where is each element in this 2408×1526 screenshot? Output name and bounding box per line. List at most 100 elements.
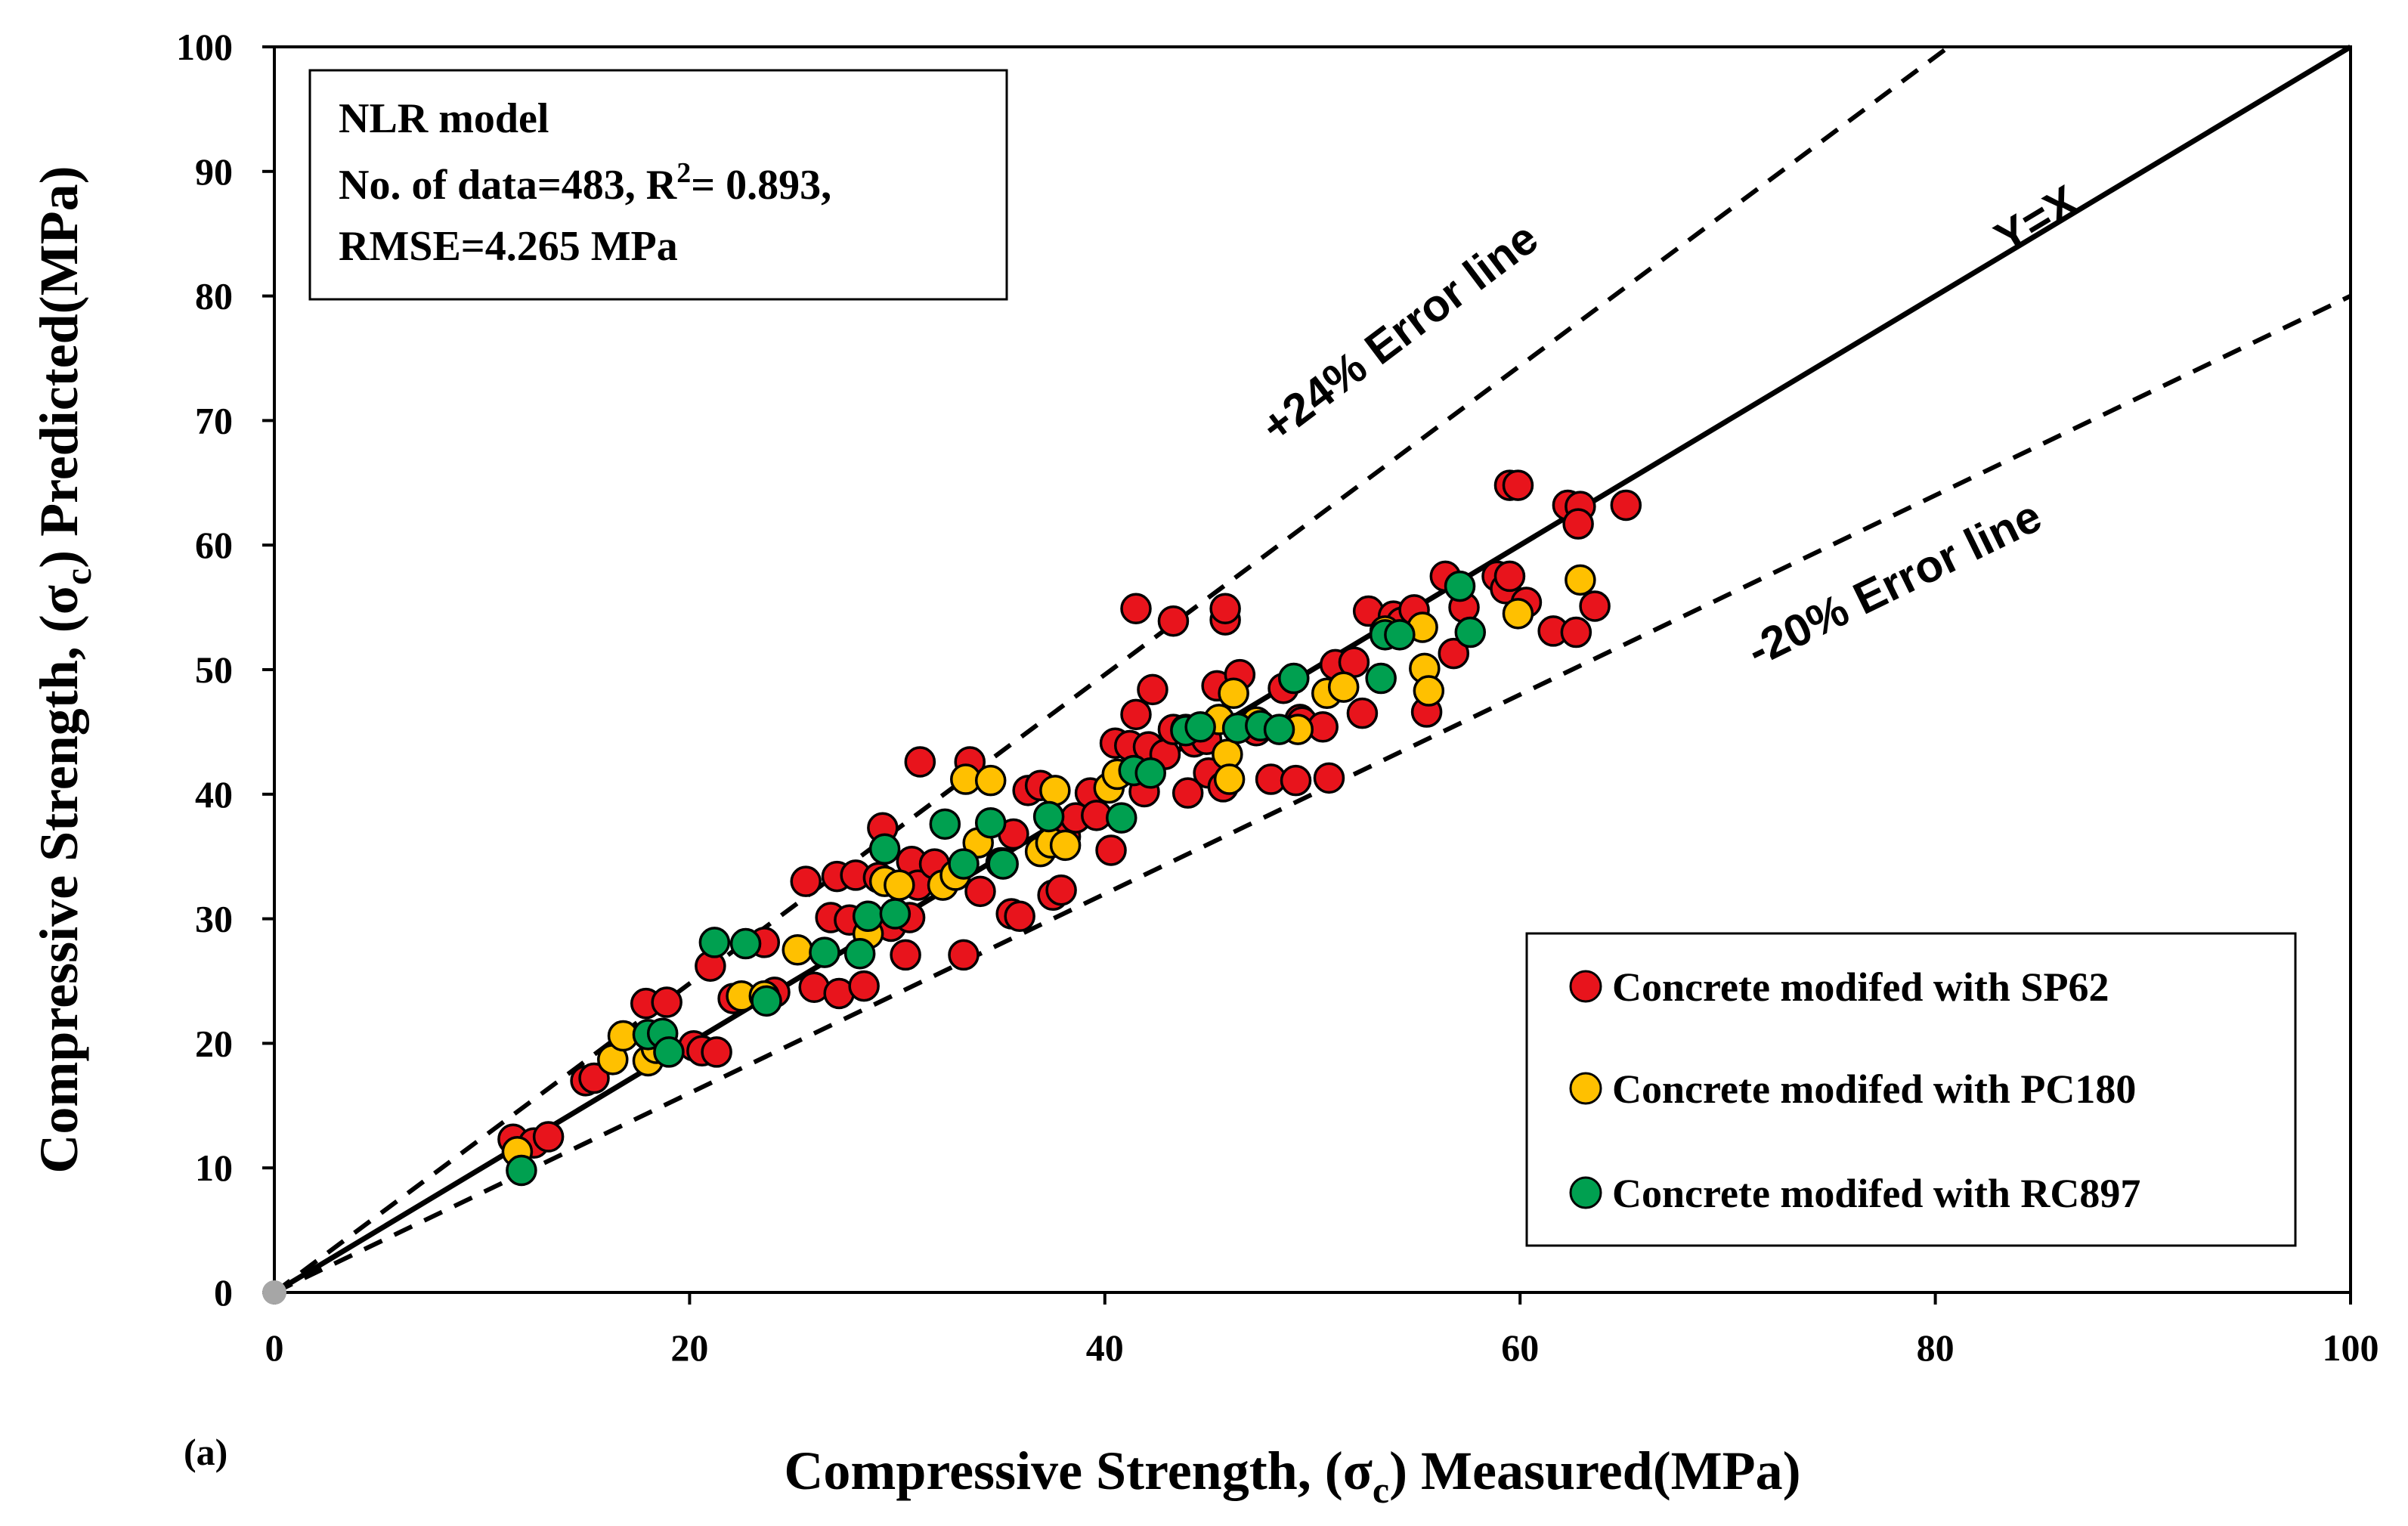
y-tick-label: 100	[176, 26, 233, 68]
x-tick-label: 60	[1501, 1326, 1539, 1369]
point-pc180	[1565, 564, 1596, 596]
point-rc897	[868, 833, 901, 865]
point-pc180	[1502, 598, 1534, 630]
y-tick-label: 0	[214, 1271, 233, 1314]
reference-lines	[273, 44, 2352, 1295]
axis-ticks: 0 20 40 60 80 100 0 10 20 30 40 50 60 70 80 90 100	[176, 26, 2379, 1369]
legend: Concrete modifed with SP62 Concrete modi…	[1525, 932, 2297, 1247]
y-tick-label: 10	[195, 1147, 233, 1189]
y-tick-label: 40	[195, 773, 233, 816]
point-sp62	[578, 1062, 610, 1094]
point-sp62	[890, 939, 921, 971]
y-tick-label: 50	[195, 648, 233, 691]
y-tick-label: 60	[195, 524, 233, 566]
point-sp62	[1137, 673, 1168, 706]
info-box-frame	[308, 69, 1008, 301]
point-rc897	[1134, 757, 1166, 789]
legend-label-pc180: Concrete modifed with PC180	[1612, 1066, 2136, 1112]
info-rmse: RMSE=4.265 MPa	[339, 223, 678, 270]
point-rc897	[1444, 570, 1476, 602]
point-sp62	[964, 875, 996, 908]
point-sp62	[1313, 762, 1345, 794]
point-sp62	[532, 1121, 565, 1153]
point-sp62	[1560, 616, 1592, 648]
point-pc180	[1213, 763, 1246, 795]
point-rc897	[852, 900, 884, 933]
origin-point	[262, 1280, 286, 1305]
y-tick-label: 20	[195, 1022, 233, 1064]
y-tick-label: 30	[195, 898, 233, 940]
point-rc897	[929, 808, 961, 840]
point-rc897	[843, 937, 876, 970]
point-sp62	[1610, 489, 1642, 522]
point-rc897	[809, 936, 840, 968]
point-sp62	[1502, 469, 1534, 501]
point-sp62	[1172, 777, 1204, 809]
plus-24-error-line-label: +24% Error line	[1252, 212, 1547, 452]
x-tick-label: 0	[265, 1326, 284, 1369]
point-sp62	[1209, 593, 1241, 624]
point-sp62	[1095, 834, 1127, 866]
legend-marker-pc180	[1569, 1072, 1602, 1105]
panel-label: (a)	[184, 1431, 227, 1473]
point-rc897	[1365, 662, 1397, 695]
minus-20-error-line-label: -20% Error line	[1739, 491, 2049, 676]
point-rc897	[1278, 662, 1310, 695]
point-rc897	[751, 985, 782, 1017]
point-rc897	[1032, 800, 1065, 833]
y-tick-label: 90	[195, 150, 233, 193]
data-points	[262, 469, 1642, 1305]
x-tick-label: 100	[2323, 1326, 2379, 1369]
point-pc180	[1218, 677, 1249, 710]
y-equals-x-label: Y=X	[1986, 175, 2087, 264]
point-rc897	[653, 1036, 685, 1068]
point-rc897	[879, 898, 912, 930]
point-sp62	[948, 939, 980, 971]
point-sp62	[1120, 593, 1152, 624]
legend-marker-sp62	[1569, 970, 1602, 1003]
point-sp62	[1120, 698, 1152, 731]
point-rc897	[974, 806, 1007, 839]
info-model-name: NLR model	[339, 95, 549, 142]
point-sp62	[1045, 874, 1077, 906]
point-pc180	[1413, 675, 1445, 707]
point-pc180	[1049, 829, 1082, 862]
point-rc897	[1384, 619, 1416, 651]
info-box: NLR model No. of data=483, R2= 0.893, RM…	[308, 69, 1008, 301]
legend-marker-rc897	[1569, 1176, 1602, 1209]
point-sp62	[790, 865, 822, 897]
point-rc897	[1263, 713, 1295, 745]
x-axis-title: Compressive Strength, (σc) Measured(MPa)	[784, 1441, 1800, 1511]
point-sp62	[1438, 637, 1470, 670]
point-rc897	[729, 927, 762, 960]
point-sp62	[701, 1036, 732, 1068]
legend-frame	[1525, 932, 2297, 1247]
point-sp62	[904, 746, 936, 778]
legend-label-sp62: Concrete modifed with SP62	[1612, 964, 2109, 1010]
point-sp62	[651, 986, 682, 1018]
info-stats: No. of data=483, R2= 0.893,	[339, 157, 831, 209]
point-rc897	[506, 1154, 537, 1187]
plus-24-error-line	[273, 45, 1951, 1295]
point-rc897	[1454, 616, 1487, 648]
point-rc897	[948, 848, 980, 880]
point-rc897	[1184, 711, 1216, 743]
x-tick-label: 80	[1917, 1326, 1955, 1369]
y-equals-x-line	[273, 44, 2352, 1295]
point-pc180	[1039, 775, 1071, 806]
point-sp62	[1157, 605, 1190, 637]
point-pc180	[884, 869, 915, 901]
point-sp62	[848, 970, 880, 1002]
y-tick-label: 80	[195, 275, 233, 317]
point-pc180	[782, 934, 813, 966]
point-sp62	[1280, 764, 1312, 797]
point-sp62	[1493, 560, 1526, 593]
y-tick-label: 70	[195, 399, 233, 441]
point-sp62	[1562, 508, 1594, 540]
point-pc180	[974, 764, 1007, 797]
minus-20-error-line	[273, 293, 2352, 1295]
x-tick-label: 40	[1086, 1326, 1124, 1369]
legend-label-rc897: Concrete modifed with RC897	[1612, 1171, 2140, 1216]
point-sp62	[1346, 697, 1379, 729]
